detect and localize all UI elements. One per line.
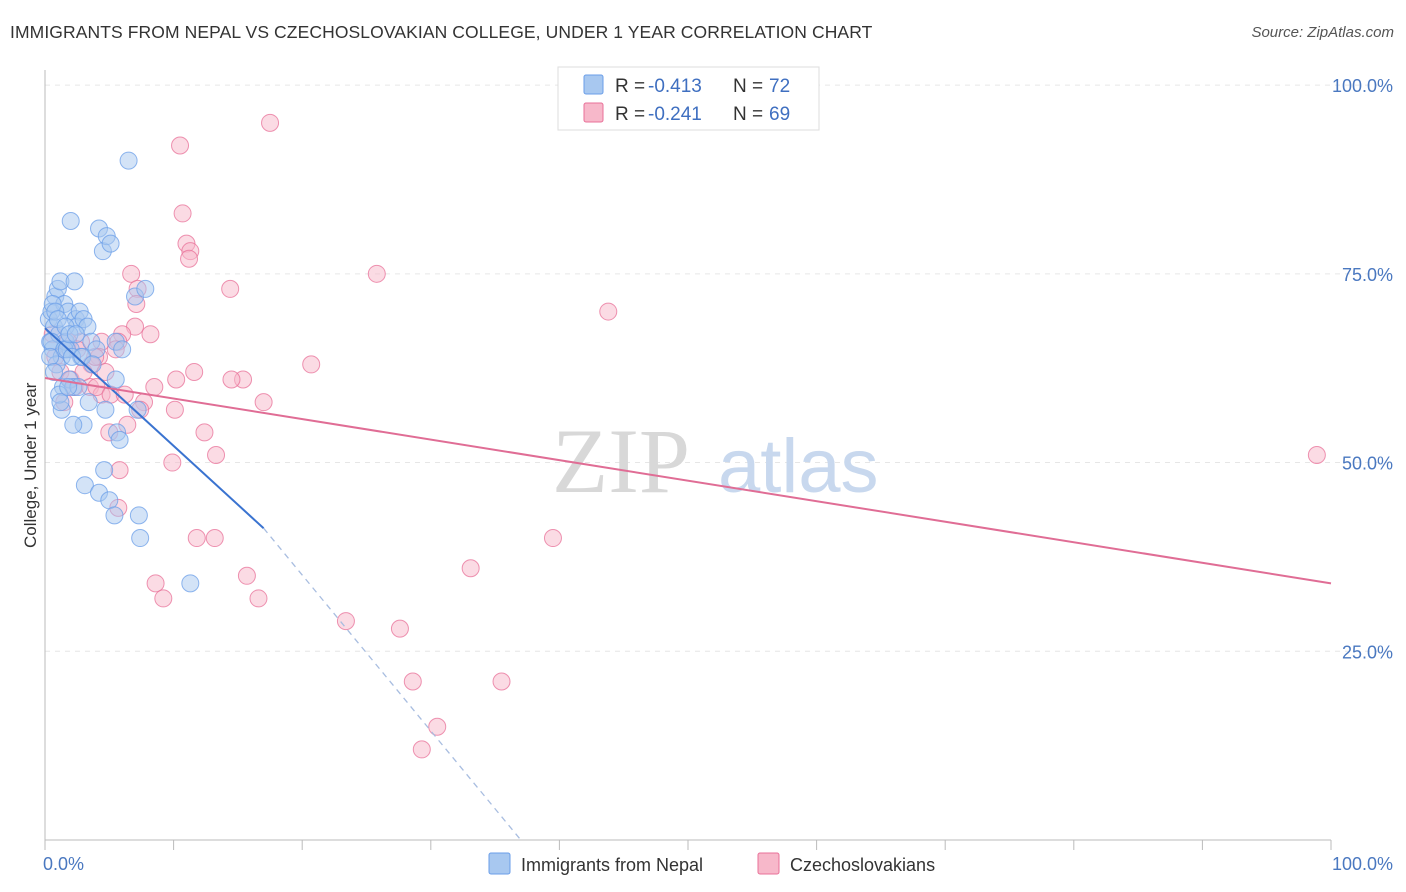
nepal-point-53 bbox=[131, 529, 150, 548]
czech-point-21 bbox=[302, 355, 321, 374]
czech-point-45 bbox=[187, 529, 206, 548]
czech-point-42 bbox=[1307, 446, 1326, 464]
czech-point-53 bbox=[336, 612, 355, 631]
y-tick-label-25: 25.0% bbox=[1342, 642, 1393, 662]
nepal-point-25 bbox=[61, 211, 80, 230]
grid-lines bbox=[45, 84, 1392, 652]
legend-swatch-czech bbox=[583, 102, 604, 123]
top-legend: R = -0.413 N = 72 R = -0.241 N = 69 bbox=[557, 66, 820, 131]
legend-r-value-czech: -0.241 bbox=[648, 104, 702, 125]
nepal-point-68 bbox=[41, 347, 60, 366]
nepal-points bbox=[39, 151, 200, 593]
nepal-point-40 bbox=[64, 415, 83, 434]
czech-point-22 bbox=[185, 362, 204, 381]
bottom-legend-swatch-czech bbox=[757, 852, 780, 875]
nepal-point-44 bbox=[128, 400, 147, 419]
czech-point-25 bbox=[145, 378, 164, 397]
nepal-point-37 bbox=[79, 393, 98, 412]
czech-point-40 bbox=[207, 446, 226, 464]
watermark-atlas: atlas bbox=[718, 424, 879, 509]
legend-r-value-nepal: -0.413 bbox=[648, 76, 702, 97]
czech-point-1 bbox=[171, 136, 190, 155]
legend-n-value-nepal: 72 bbox=[769, 76, 790, 97]
nepal-point-51 bbox=[105, 506, 124, 525]
y-axis-label: College, Under 1 year bbox=[21, 382, 40, 548]
czech-point-56 bbox=[492, 672, 511, 691]
czech-point-47 bbox=[543, 529, 562, 548]
czech-point-11 bbox=[599, 302, 618, 321]
y-tick-label-75: 75.0% bbox=[1342, 265, 1393, 285]
czech-point-50 bbox=[146, 574, 165, 593]
nepal-point-39 bbox=[96, 400, 115, 419]
nepal-point-24 bbox=[65, 272, 84, 291]
czech-point-51 bbox=[154, 589, 173, 608]
legend-r-label-nepal: R = bbox=[615, 76, 645, 97]
czech-point-32 bbox=[254, 393, 273, 412]
nepal-point-52 bbox=[129, 506, 148, 525]
y-tick-labels: 25.0% 50.0% 75.0% 100.0% bbox=[1332, 76, 1393, 662]
nepal-point-47 bbox=[95, 461, 114, 480]
nepal-point-54 bbox=[181, 574, 200, 593]
x-tick-labels: 0.0% 100.0% bbox=[43, 854, 1393, 874]
czech-point-54 bbox=[390, 619, 409, 638]
x-tick-label-0: 0.0% bbox=[43, 854, 84, 874]
nepal-point-46 bbox=[110, 430, 129, 449]
legend-n-label-czech: N = bbox=[733, 104, 763, 125]
czech-point-5 bbox=[180, 249, 199, 268]
nepal-point-29 bbox=[101, 234, 120, 253]
axes bbox=[44, 70, 1332, 850]
y-tick-label-100: 100.0% bbox=[1332, 76, 1393, 96]
czech-point-52 bbox=[249, 589, 268, 608]
nepal-point-70 bbox=[51, 393, 70, 412]
czech-point-43 bbox=[110, 461, 129, 480]
czech-point-24 bbox=[222, 370, 241, 389]
czech-point-0 bbox=[261, 113, 280, 132]
czech-point-35 bbox=[165, 400, 184, 419]
x-tick-label-100: 100.0% bbox=[1332, 854, 1393, 874]
czech-point-58 bbox=[412, 740, 431, 759]
nepal-point-69 bbox=[45, 362, 64, 381]
nepal-point-50 bbox=[100, 491, 119, 510]
nepal-point-43 bbox=[106, 370, 125, 389]
czech-point-46 bbox=[205, 529, 224, 548]
bottom-legend-label-czech: Czechoslovakians bbox=[790, 855, 935, 875]
czech-point-55 bbox=[403, 672, 422, 691]
source-credit: Source: ZipAtlas.com bbox=[1251, 24, 1394, 41]
chart-title: IMMIGRANTS FROM NEPAL VS CZECHOSLOVAKIAN… bbox=[10, 22, 873, 42]
bottom-legend: Immigrants from Nepal Czechoslovakians bbox=[488, 852, 935, 875]
y-tick-label-50: 50.0% bbox=[1342, 454, 1393, 474]
nepal-point-67 bbox=[66, 325, 85, 344]
trend-lines bbox=[44, 327, 1332, 841]
czech-point-26 bbox=[167, 370, 186, 389]
czech-point-48 bbox=[461, 559, 480, 578]
czech-point-9 bbox=[221, 279, 240, 298]
watermark-zip: ZIP bbox=[552, 410, 690, 512]
legend-n-value-czech: 69 bbox=[769, 104, 790, 125]
nepal-trend-line bbox=[44, 327, 265, 529]
czech-point-41 bbox=[163, 453, 182, 472]
czech-point-49 bbox=[237, 566, 256, 585]
nepal-point-30 bbox=[119, 151, 138, 170]
legend-r-label-czech: R = bbox=[615, 104, 645, 125]
czech-point-2 bbox=[173, 204, 192, 223]
czech-point-7 bbox=[122, 264, 141, 283]
bottom-legend-swatch-nepal bbox=[488, 852, 511, 875]
watermark: ZIP atlas bbox=[552, 410, 879, 512]
nepal-trend-extension bbox=[263, 527, 522, 841]
legend-n-label-nepal: N = bbox=[733, 76, 763, 97]
nepal-point-48 bbox=[75, 476, 94, 495]
czech-point-57 bbox=[428, 717, 447, 736]
nepal-point-32 bbox=[136, 279, 155, 298]
nepal-point-35 bbox=[113, 340, 132, 359]
czech-point-13 bbox=[141, 325, 160, 344]
bottom-legend-label-nepal: Immigrants from Nepal bbox=[521, 855, 703, 875]
czech-point-6 bbox=[367, 264, 386, 283]
czech-point-38 bbox=[195, 423, 214, 442]
legend-swatch-nepal bbox=[583, 74, 604, 95]
czech-trend-line bbox=[44, 377, 1332, 585]
